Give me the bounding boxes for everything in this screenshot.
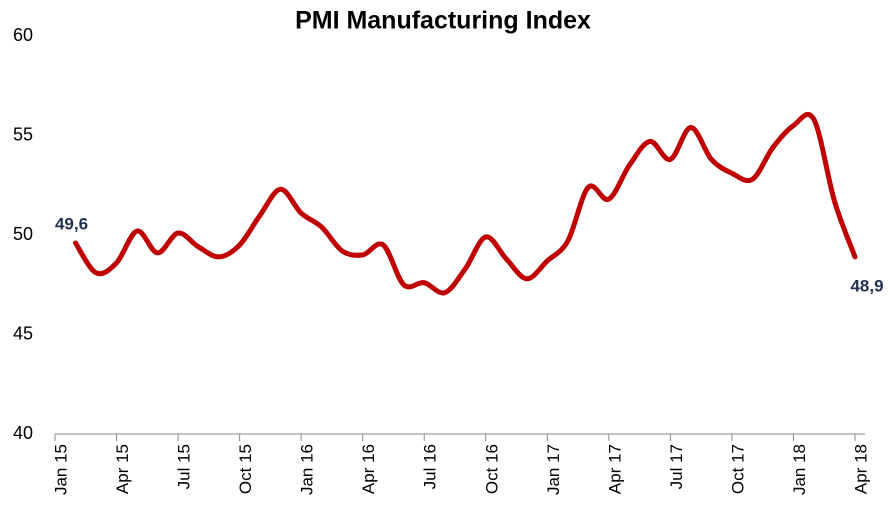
y-tick-label: 50	[13, 224, 33, 244]
x-tick-label: Jul 16	[421, 444, 440, 489]
x-tick-label: Jan 15	[51, 444, 70, 495]
x-tick-label: Jan 18	[790, 444, 809, 495]
line-series	[73, 112, 858, 296]
x-tick-label: Jul 15	[175, 444, 194, 489]
x-tick-label: Jul 17	[667, 444, 686, 489]
x-tick-label: Oct 17	[728, 444, 747, 494]
x-tick-label: Oct 15	[236, 444, 255, 494]
data-label: 48,9	[850, 276, 883, 295]
x-tick-label: Apr 15	[113, 444, 132, 494]
y-tick-label: 55	[13, 124, 33, 144]
y-tick-label: 40	[13, 423, 33, 443]
data-label: 49,6	[55, 214, 88, 233]
y-tick-label: 60	[13, 25, 33, 45]
chart-title: PMI Manufacturing Index	[295, 7, 591, 35]
x-tick-label: Apr 17	[605, 444, 624, 494]
y-tick-label: 45	[13, 323, 33, 343]
x-tick-label: Jan 16	[298, 444, 317, 495]
x-tick-label: Apr 16	[359, 444, 378, 494]
x-tick-label: Oct 16	[482, 444, 501, 494]
x-tick-label: Jan 17	[544, 444, 563, 495]
x-tick-label: Apr 18	[851, 444, 870, 494]
